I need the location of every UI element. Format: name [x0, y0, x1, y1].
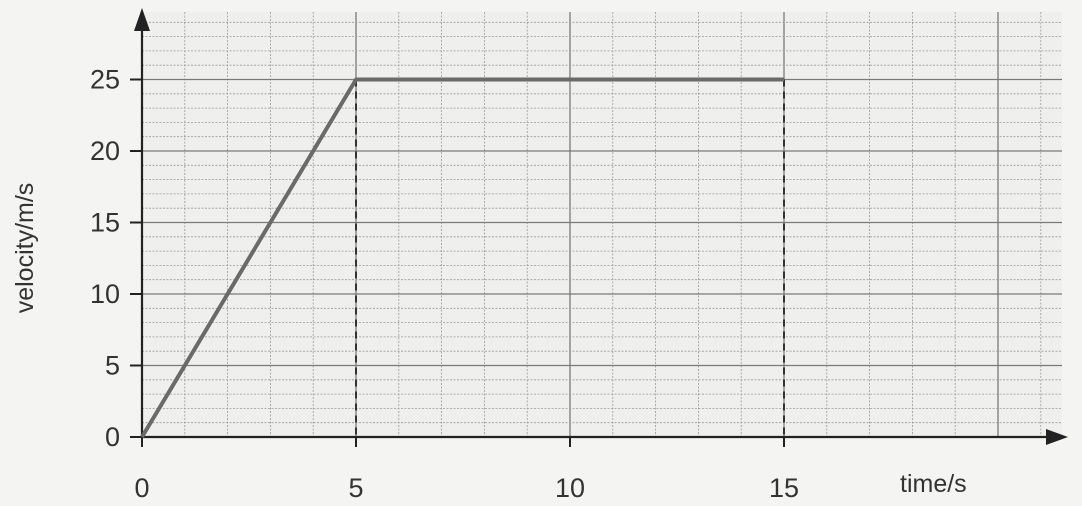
- grid: [141, 12, 1062, 438]
- y-tick-label: 5: [105, 351, 120, 381]
- x-tick-label: 5: [348, 473, 363, 503]
- axes: [130, 8, 1068, 447]
- y-tick-label: 15: [90, 208, 120, 238]
- x-tick-label: 15: [769, 473, 799, 503]
- y-tick-label: 0: [105, 422, 120, 452]
- series-line: [140, 77, 784, 439]
- y-tick-label: 20: [90, 136, 120, 166]
- y-axis-arrow: [134, 8, 150, 31]
- x-axis-label: time/s: [900, 470, 967, 498]
- y-tick-label: 25: [90, 65, 120, 95]
- x-axis-arrow: [1046, 429, 1068, 445]
- series: [140, 77, 784, 439]
- y-tick-label: 10: [90, 279, 120, 309]
- y-axis-label: velocity/m/s: [11, 183, 39, 314]
- plot-background: [142, 12, 1062, 437]
- x-tick-label: 0: [134, 473, 149, 503]
- tick-labels: 0 5 10 15 20 25 0 5 10 15: [90, 65, 799, 504]
- x-tick-label: 10: [555, 473, 585, 503]
